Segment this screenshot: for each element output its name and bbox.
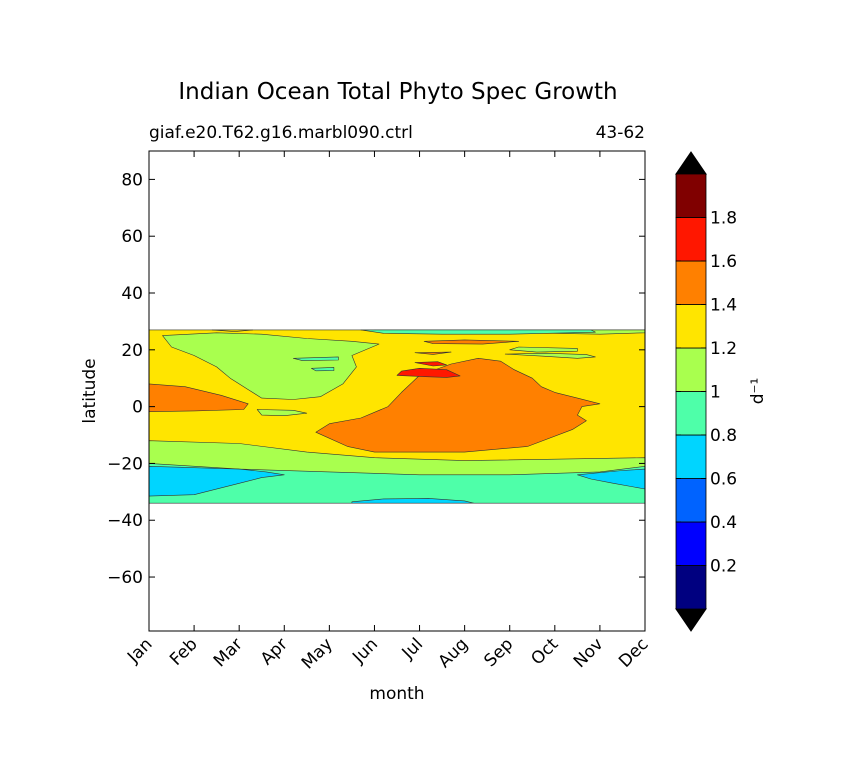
x-tick-label: Nov [570,634,608,672]
colorbar-segment [675,434,707,479]
y-tick-label: 0 [132,398,143,418]
contour-region-19 [310,367,335,372]
x-tick-label: Mar [210,634,247,671]
colorbar-label: d⁻¹ [748,378,768,405]
contour-region-13 [423,339,520,345]
x-tick-label: Aug [435,634,473,672]
y-tick-label: −40 [107,511,143,531]
chart-subtitle-right: 43-62 [596,123,645,143]
contour-region-5 [351,498,475,504]
colorbar-segment [675,173,707,218]
colorbar-segment [675,217,707,262]
contour-region-9 [504,352,596,359]
colorbar-tick-label: 0.4 [710,513,737,533]
contour-region-10 [256,409,308,417]
y-axis-label: latitude [80,358,100,423]
chart-title: Indian Ocean Total Phyto Spec Growth [178,79,617,105]
contour-region-18 [292,356,339,361]
contour-region-6 [162,332,380,400]
contour-region-15 [396,367,461,378]
x-tick-label: Apr [257,634,292,669]
colorbar-segment [675,478,707,523]
y-tick-label: 60 [121,227,143,247]
colorbar-tick-label: 0.2 [710,557,737,577]
colorbar-tick-label: 1.4 [710,296,737,316]
x-tick-label: Jun [348,634,382,668]
contour-region-17 [360,329,596,335]
x-tick-label: Feb [166,634,201,669]
chart-subtitle-left: giaf.e20.T62.g16.marbl090.ctrl [149,123,413,143]
colorbar-tick-label: 1.8 [710,209,737,229]
plot-area: Jan Feb Mar Apr May Jun Jul Aug Sep Oct Nov Dec 80 6… [107,150,653,673]
contour-region-16 [414,361,447,367]
x-tick-label: Jan [123,634,156,667]
x-tick-label: Oct [527,634,562,669]
contour-regions [148,329,646,504]
plot-frame [148,150,646,632]
contour-region-12 [315,357,601,453]
y-tick-label: −20 [107,454,143,474]
colorbar-segment [675,304,707,349]
colorbar-tick-label: 1.6 [710,252,737,272]
contour-region-14 [414,351,452,355]
colorbar-tick-label: 1 [710,383,721,403]
colorbar-under-triangle [675,608,707,632]
contour-region-3 [148,465,285,497]
colorbar-segment [675,521,707,566]
colorbar-segment [675,391,707,436]
colorbar-over-triangle [675,151,707,175]
contour-region-8 [509,346,578,353]
y-tick-label: 40 [121,284,143,304]
x-tick-label: Dec [615,634,652,671]
colorbar-segment [675,565,707,610]
x-axis-label: month [369,684,424,704]
colorbar: 0.2 0.4 0.6 0.8 1 1.2 1.4 1.6 1.8 [675,151,737,632]
contour-region-20 [211,329,253,332]
colorbar-tick-label: 0.8 [710,426,737,446]
colorbar-tick-label: 1.2 [710,339,737,359]
colorbar-segment [675,260,707,305]
y-tick-label: 80 [121,170,143,190]
contour-region-11 [148,383,249,413]
x-tick-label: Sep [480,634,517,671]
colorbar-tick-label: 0.6 [710,470,737,490]
y-tick-label: −60 [107,568,143,588]
x-tick-label: Jul [398,634,427,663]
colorbar-segment [675,347,707,392]
x-tick-label: May [298,634,337,673]
y-tick-label: 20 [121,341,143,361]
y-axis-ticks: 80 60 40 20 0 −20 −40 −60 [107,170,645,588]
